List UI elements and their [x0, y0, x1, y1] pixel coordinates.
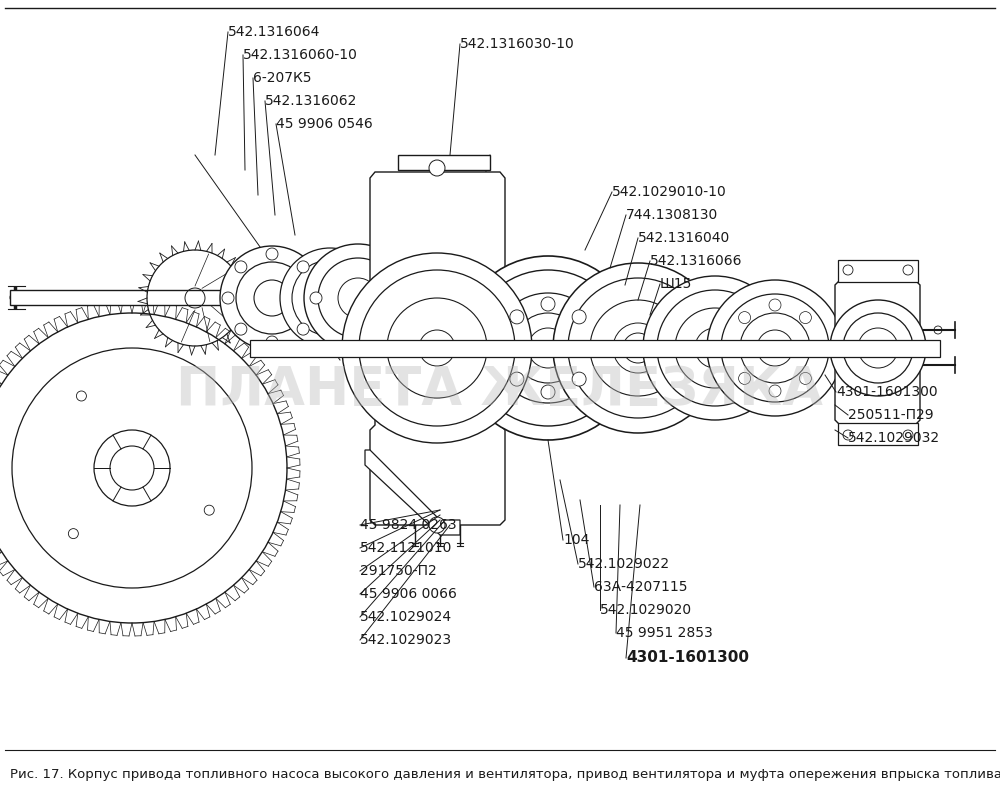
Circle shape	[812, 342, 824, 354]
Circle shape	[739, 312, 751, 323]
Circle shape	[510, 372, 524, 386]
Circle shape	[235, 323, 247, 335]
Circle shape	[769, 385, 781, 397]
Text: 104: 104	[563, 533, 589, 547]
Circle shape	[769, 299, 781, 311]
Circle shape	[220, 246, 324, 350]
Text: 542.1316064: 542.1316064	[228, 25, 320, 39]
Circle shape	[310, 292, 322, 304]
Circle shape	[903, 430, 913, 440]
Text: 542.1316060-10: 542.1316060-10	[243, 48, 358, 62]
Polygon shape	[365, 450, 460, 535]
Text: 542.1029022: 542.1029022	[578, 557, 670, 571]
Polygon shape	[370, 172, 505, 525]
Circle shape	[799, 372, 811, 384]
Text: 542.1316062: 542.1316062	[265, 94, 357, 108]
Circle shape	[799, 312, 811, 323]
Circle shape	[342, 253, 532, 443]
Circle shape	[572, 310, 586, 324]
Text: 542.1316040: 542.1316040	[638, 231, 730, 245]
Text: 250511-П29: 250511-П29	[848, 408, 934, 422]
Circle shape	[497, 341, 511, 355]
Circle shape	[843, 430, 853, 440]
Circle shape	[541, 297, 555, 311]
Text: 6-207К5: 6-207К5	[253, 71, 312, 85]
Text: 45 9824 0263: 45 9824 0263	[360, 518, 457, 532]
Circle shape	[707, 280, 843, 416]
Circle shape	[235, 261, 247, 273]
Polygon shape	[250, 340, 940, 357]
Circle shape	[297, 261, 309, 273]
Circle shape	[297, 323, 309, 335]
Circle shape	[585, 341, 599, 355]
Circle shape	[830, 300, 926, 396]
Circle shape	[572, 372, 586, 386]
Circle shape	[726, 342, 738, 354]
Polygon shape	[835, 280, 920, 425]
Text: 542.1029024: 542.1029024	[360, 610, 452, 624]
Polygon shape	[398, 155, 490, 170]
Polygon shape	[10, 290, 340, 305]
Text: 542.1029023: 542.1029023	[360, 633, 452, 647]
Circle shape	[739, 372, 751, 384]
Text: Ш15: Ш15	[660, 277, 692, 291]
Text: 744.1308130: 744.1308130	[626, 208, 718, 222]
Polygon shape	[838, 423, 918, 445]
Circle shape	[266, 336, 278, 348]
Text: 45 9906 0546: 45 9906 0546	[276, 117, 373, 131]
Circle shape	[456, 256, 640, 440]
Text: 542.1316066: 542.1316066	[650, 254, 742, 268]
Text: ПЛАНЕТА ЖЕЛЕЗЯКА: ПЛАНЕТА ЖЕЛЕЗЯКА	[176, 364, 824, 416]
Circle shape	[280, 248, 380, 348]
Text: 45 9906 0066: 45 9906 0066	[360, 587, 457, 601]
Text: 4301-1601300: 4301-1601300	[626, 650, 749, 666]
Text: 542.1316030-10: 542.1316030-10	[460, 37, 575, 51]
Circle shape	[236, 262, 308, 334]
Text: 542.1029010-10: 542.1029010-10	[612, 185, 727, 199]
Circle shape	[510, 310, 524, 324]
Text: 542.1029032: 542.1029032	[848, 431, 940, 445]
Text: 291750-П2: 291750-П2	[360, 564, 437, 578]
Text: 542.1029020: 542.1029020	[600, 603, 692, 617]
Circle shape	[429, 517, 445, 533]
Polygon shape	[838, 260, 918, 282]
Circle shape	[266, 248, 278, 260]
Circle shape	[304, 244, 412, 352]
Circle shape	[541, 385, 555, 399]
Circle shape	[643, 276, 787, 420]
Circle shape	[553, 263, 723, 433]
Text: Рис. 17. Корпус привода топливного насоса высокого давления и вентилятора, приво: Рис. 17. Корпус привода топливного насос…	[10, 768, 1000, 781]
Circle shape	[903, 265, 913, 275]
Text: 542.1121010: 542.1121010	[360, 541, 452, 555]
Text: 45 9951 2853: 45 9951 2853	[616, 626, 713, 640]
Circle shape	[843, 265, 853, 275]
Circle shape	[222, 292, 234, 304]
Text: 63А-4207115: 63А-4207115	[594, 580, 688, 594]
Text: 4301-1601300: 4301-1601300	[836, 385, 938, 399]
Circle shape	[429, 160, 445, 176]
